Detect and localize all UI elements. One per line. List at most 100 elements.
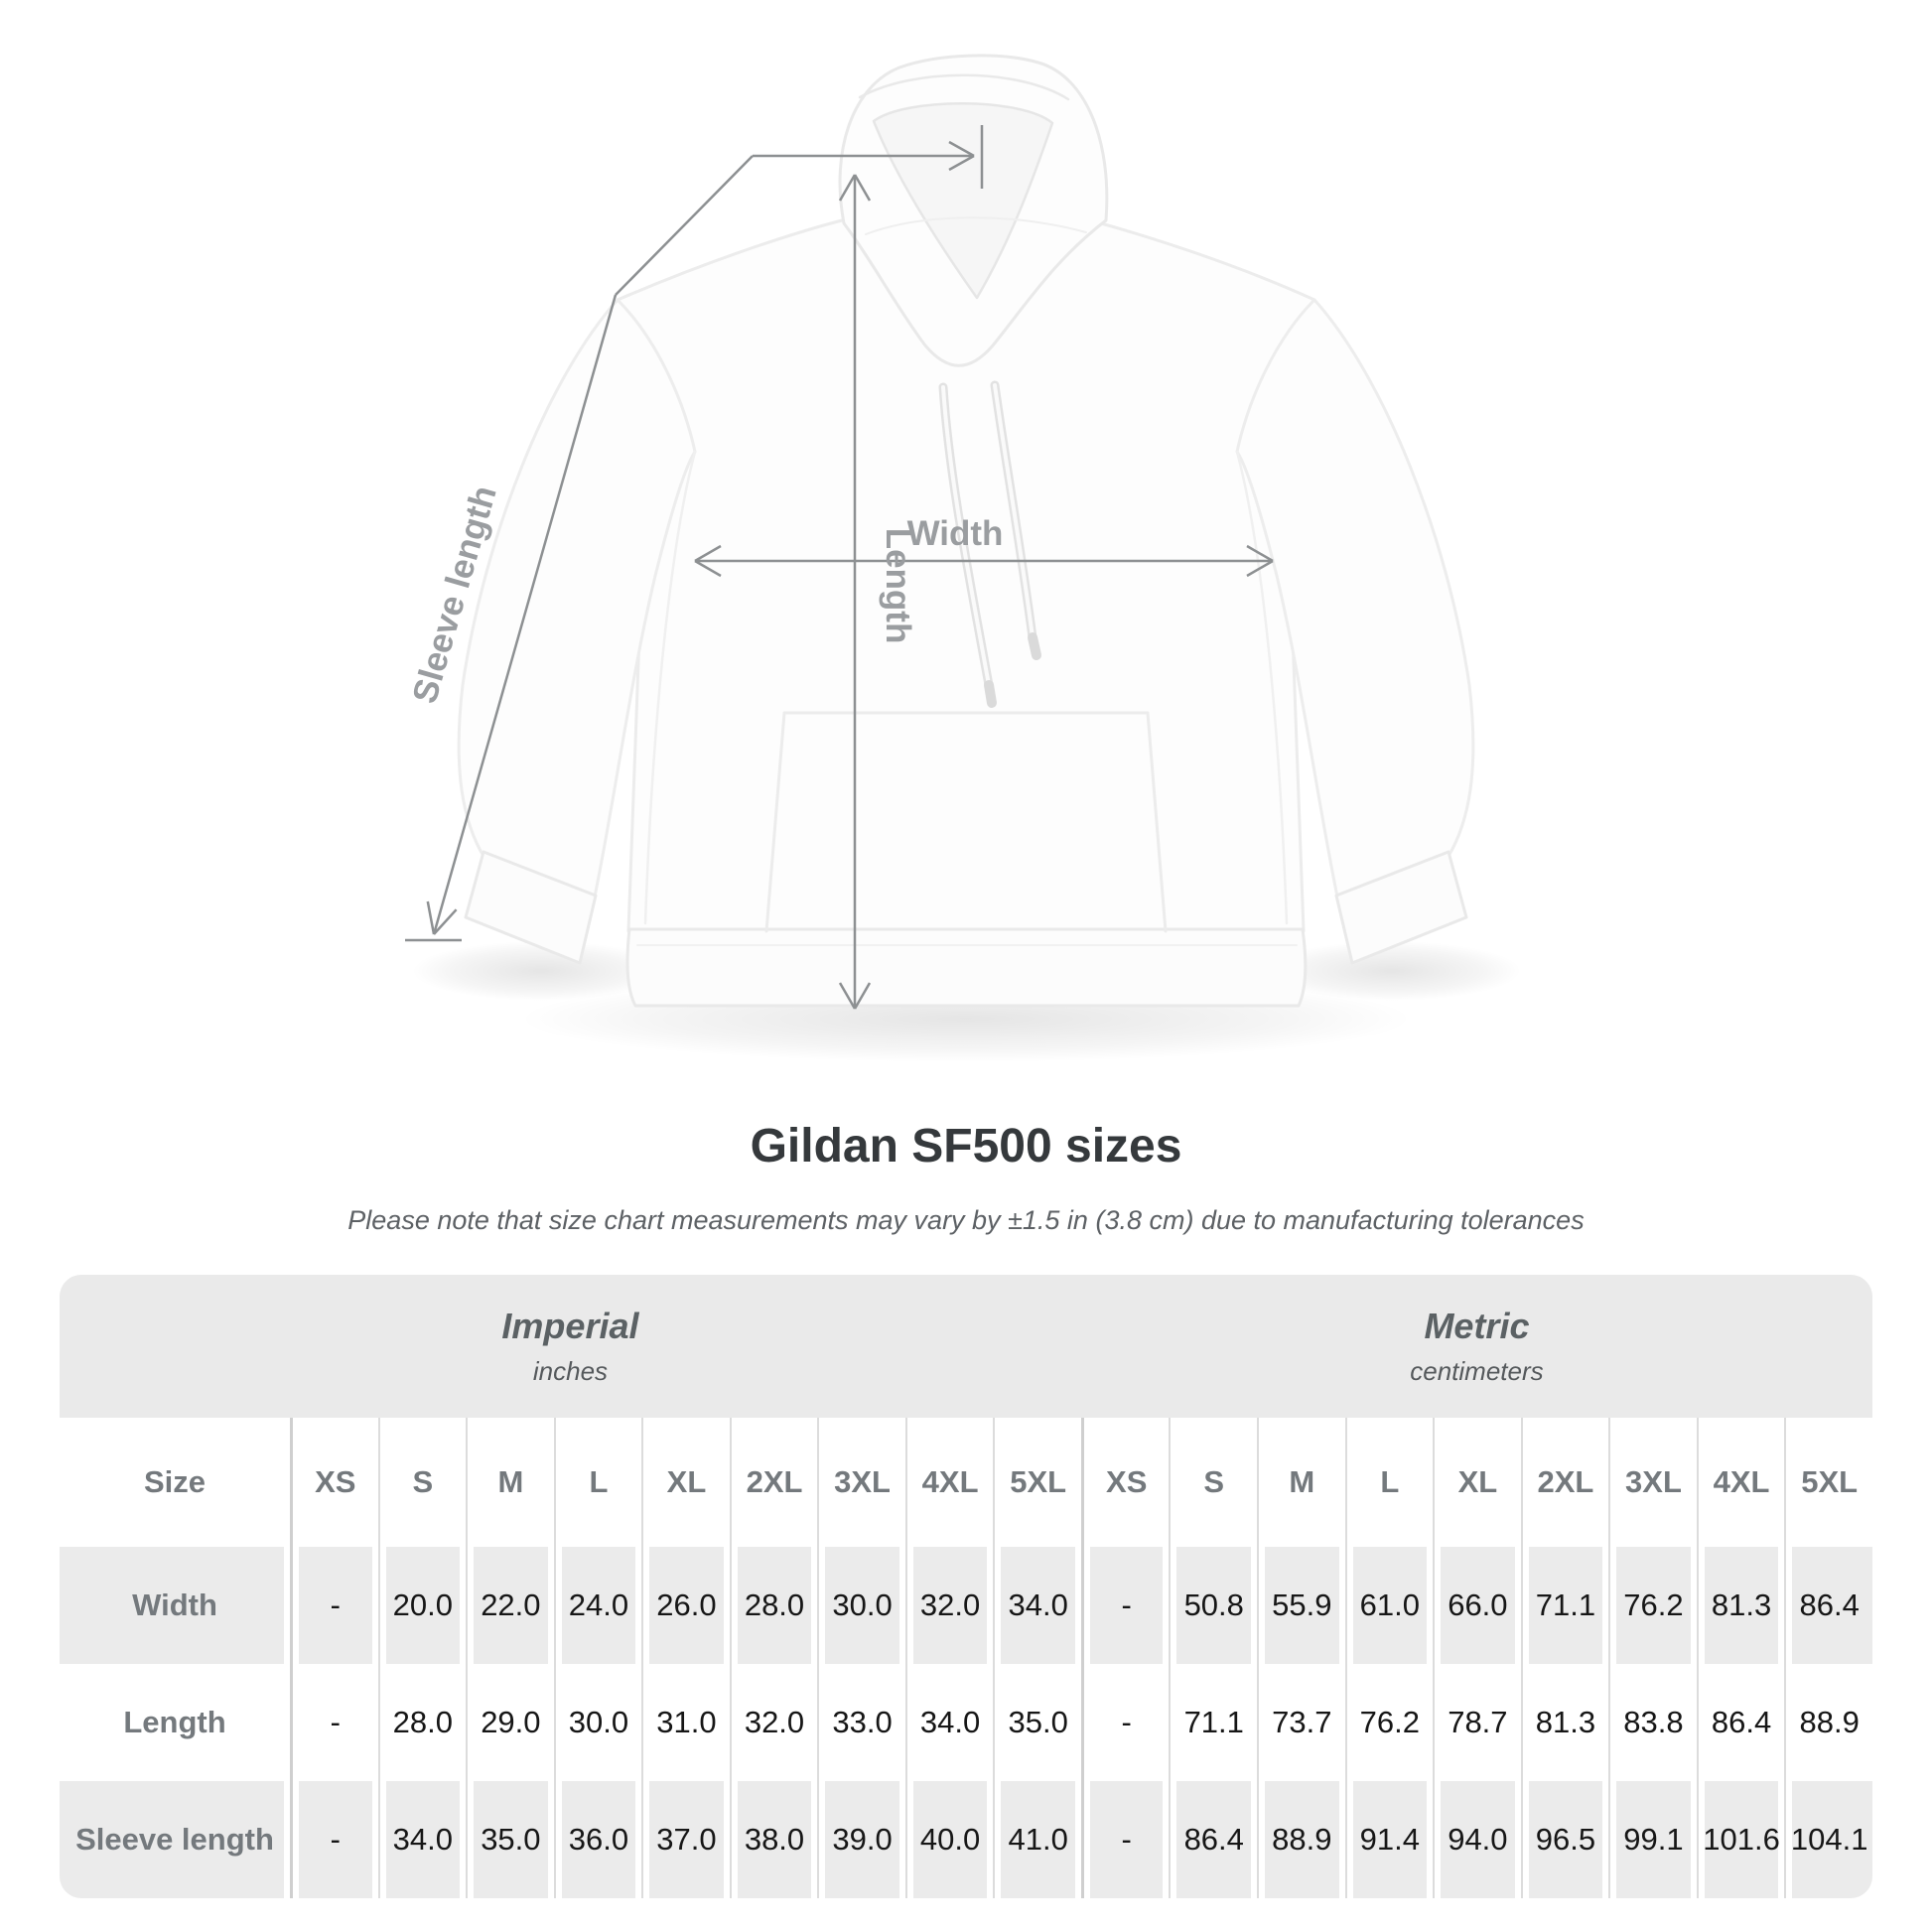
size-column-header: XL: [1433, 1418, 1521, 1547]
size-value-cell: 40.0: [904, 1781, 994, 1898]
table-row: Width -20.0 22.0 24.0 26.0 28.0 30.0 32.0 34.0-5…: [60, 1547, 1872, 1664]
size-column-header: 5XL: [1784, 1418, 1872, 1547]
size-value-cell: -: [290, 1781, 378, 1898]
size-value-cell: 37.0: [641, 1781, 730, 1898]
size-value-cell: 73.7: [1257, 1664, 1345, 1781]
hoodie-diagram: Sleeve length Length Width: [405, 54, 1521, 1062]
page-title: Gildan SF500 sizes: [750, 1120, 1182, 1173]
size-table: Imperial inches Metric centimeters Size XS S M L…: [60, 1275, 1872, 1898]
size-column-header: 3XL: [1608, 1418, 1697, 1547]
size-value-cell: 35.0: [993, 1664, 1081, 1781]
size-table-grid: Imperial inches Metric centimeters Size XS S M L…: [60, 1275, 1872, 1898]
width-label: Width: [907, 514, 1004, 553]
size-column-header: 3XL: [817, 1418, 905, 1547]
size-column-header: 2XL: [729, 1418, 818, 1547]
row-label: Length: [60, 1664, 290, 1781]
size-value-cell: 39.0: [817, 1781, 905, 1898]
size-value-cell: 22.0: [466, 1547, 554, 1664]
hood-drawstrings: [938, 380, 1041, 708]
size-column-header: L: [1344, 1418, 1434, 1547]
size-column-header: XS: [1080, 1418, 1170, 1547]
hoodie-hem: [625, 927, 1308, 1008]
size-value-cell: 76.2: [1608, 1547, 1697, 1664]
size-value-cell: 71.1: [1169, 1664, 1258, 1781]
size-column-header: M: [466, 1418, 554, 1547]
size-column-header: 4XL: [1696, 1418, 1785, 1547]
size-value-cell: -: [290, 1664, 378, 1781]
size-value-cell: 86.4: [1169, 1781, 1258, 1898]
size-value-cell: 81.3: [1520, 1664, 1609, 1781]
table-row: Sleeve length -34.0 35.0 36.0 37.0 38.0 39.0 40…: [60, 1781, 1872, 1898]
size-column-header: XS: [290, 1418, 378, 1547]
size-value-cell: 94.0: [1433, 1781, 1521, 1898]
unit-group-unit: centimeters: [1410, 1356, 1544, 1387]
size-value-cell: 86.4: [1696, 1664, 1785, 1781]
size-value-cell: 30.0: [553, 1664, 642, 1781]
size-value-cell: 35.0: [466, 1781, 554, 1898]
size-value-cell: 71.1: [1520, 1547, 1609, 1664]
unit-group-imperial: Imperial inches: [60, 1275, 1081, 1418]
length-label: Length: [879, 528, 917, 644]
unit-group-metric: Metric centimeters: [1080, 1275, 1872, 1418]
hoodie-illustration: Sleeve length Length Width: [405, 54, 1521, 1062]
hoodie-pocket: [764, 711, 1168, 933]
size-column-header: 4XL: [904, 1418, 994, 1547]
size-value-cell: 88.9: [1784, 1664, 1872, 1781]
size-value-cell: 34.0: [377, 1781, 467, 1898]
size-value-cell: 78.7: [1433, 1664, 1521, 1781]
size-column-header: S: [1169, 1418, 1258, 1547]
size-value-cell: 26.0: [641, 1547, 730, 1664]
size-value-cell: 99.1: [1608, 1781, 1697, 1898]
size-value-cell: 36.0: [553, 1781, 642, 1898]
size-value-cell: 55.9: [1257, 1547, 1345, 1664]
size-value-cell: 20.0: [377, 1547, 467, 1664]
size-value-cell: 34.0: [904, 1664, 994, 1781]
size-value-cell: 88.9: [1257, 1781, 1345, 1898]
size-value-cell: 96.5: [1520, 1781, 1609, 1898]
size-column-header: XL: [641, 1418, 730, 1547]
size-value-cell: 66.0: [1433, 1547, 1521, 1664]
size-value-cell: 38.0: [729, 1781, 818, 1898]
hoodie-cuff-right: [1334, 850, 1468, 965]
size-value-cell: 104.1: [1784, 1781, 1872, 1898]
size-value-cell: 61.0: [1344, 1547, 1434, 1664]
size-column-header: S: [377, 1418, 467, 1547]
table-row: Length -28.0 29.0 30.0 31.0 32.0 33.0 34.0 35.0-…: [60, 1664, 1872, 1781]
tolerance-note: Please note that size chart measurements…: [347, 1205, 1585, 1235]
size-value-cell: -: [1080, 1664, 1170, 1781]
size-value-cell: 30.0: [817, 1547, 905, 1664]
size-value-cell: 50.8: [1169, 1547, 1258, 1664]
measurement-lines: [405, 125, 1274, 1010]
size-column-header: L: [553, 1418, 642, 1547]
size-column-header: M: [1257, 1418, 1345, 1547]
unit-group-unit: inches: [532, 1356, 609, 1387]
size-header-cell: Size: [60, 1418, 290, 1547]
size-value-cell: 86.4: [1784, 1547, 1872, 1664]
hood-opening: [872, 102, 1054, 300]
size-value-cell: 83.8: [1608, 1664, 1697, 1781]
hoodie-garment: [457, 54, 1475, 1008]
size-value-cell: 33.0: [817, 1664, 905, 1781]
size-value-cell: 29.0: [466, 1664, 554, 1781]
row-label: Width: [60, 1547, 290, 1664]
size-value-cell: -: [290, 1547, 378, 1664]
size-value-cell: 32.0: [904, 1547, 994, 1664]
size-value-cell: 101.6: [1696, 1781, 1785, 1898]
cuff-shadow-left: [412, 941, 670, 1001]
size-value-cell: 32.0: [729, 1664, 818, 1781]
hoodie-cuff-left: [464, 850, 598, 965]
unit-group-name: Imperial: [501, 1305, 639, 1346]
size-value-cell: -: [1080, 1547, 1170, 1664]
size-column-header: 2XL: [1520, 1418, 1609, 1547]
size-value-cell: 41.0: [993, 1781, 1081, 1898]
size-value-cell: 28.0: [377, 1664, 467, 1781]
size-value-cell: 81.3: [1696, 1547, 1785, 1664]
size-value-cell: -: [1080, 1781, 1170, 1898]
size-value-cell: 31.0: [641, 1664, 730, 1781]
size-column-header: 5XL: [993, 1418, 1081, 1547]
size-value-cell: 24.0: [553, 1547, 642, 1664]
unit-group-name: Metric: [1424, 1305, 1530, 1346]
size-value-cell: 34.0: [993, 1547, 1081, 1664]
row-label: Sleeve length: [60, 1781, 290, 1898]
